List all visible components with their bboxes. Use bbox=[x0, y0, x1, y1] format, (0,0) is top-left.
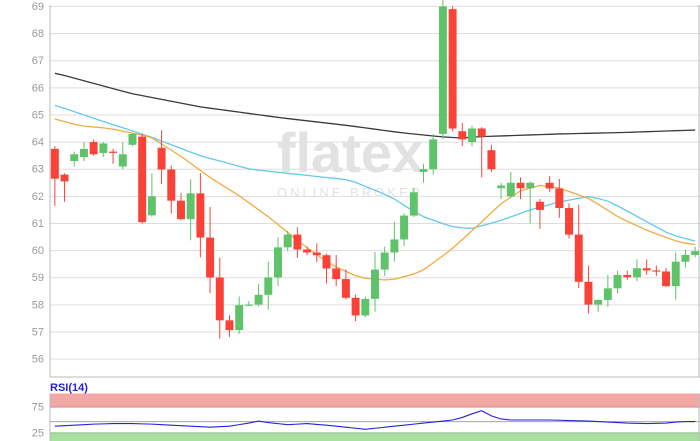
svg-text:62: 62 bbox=[32, 191, 44, 203]
svg-text:ONLINE BROKER: ONLINE BROKER bbox=[277, 185, 423, 200]
svg-text:57: 57 bbox=[32, 326, 44, 338]
svg-text:68: 68 bbox=[32, 28, 44, 40]
svg-text:75: 75 bbox=[32, 402, 44, 414]
svg-text:65: 65 bbox=[32, 109, 44, 121]
svg-text:RSI(14): RSI(14) bbox=[50, 382, 88, 394]
svg-text:64: 64 bbox=[32, 137, 44, 149]
svg-text:58: 58 bbox=[32, 299, 44, 311]
svg-text:56: 56 bbox=[32, 354, 44, 366]
svg-text:63: 63 bbox=[32, 164, 44, 176]
svg-text:61: 61 bbox=[32, 218, 44, 230]
svg-text:59: 59 bbox=[32, 272, 44, 284]
svg-text:69: 69 bbox=[32, 1, 44, 13]
svg-text:66: 66 bbox=[32, 82, 44, 94]
svg-text:60: 60 bbox=[32, 245, 44, 257]
svg-text:67: 67 bbox=[32, 55, 44, 67]
svg-text:25: 25 bbox=[32, 427, 44, 439]
